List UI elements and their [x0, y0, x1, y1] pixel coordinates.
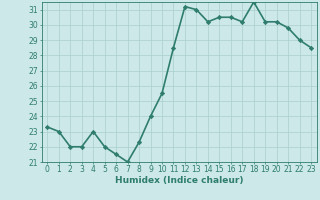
X-axis label: Humidex (Indice chaleur): Humidex (Indice chaleur) [115, 176, 244, 185]
